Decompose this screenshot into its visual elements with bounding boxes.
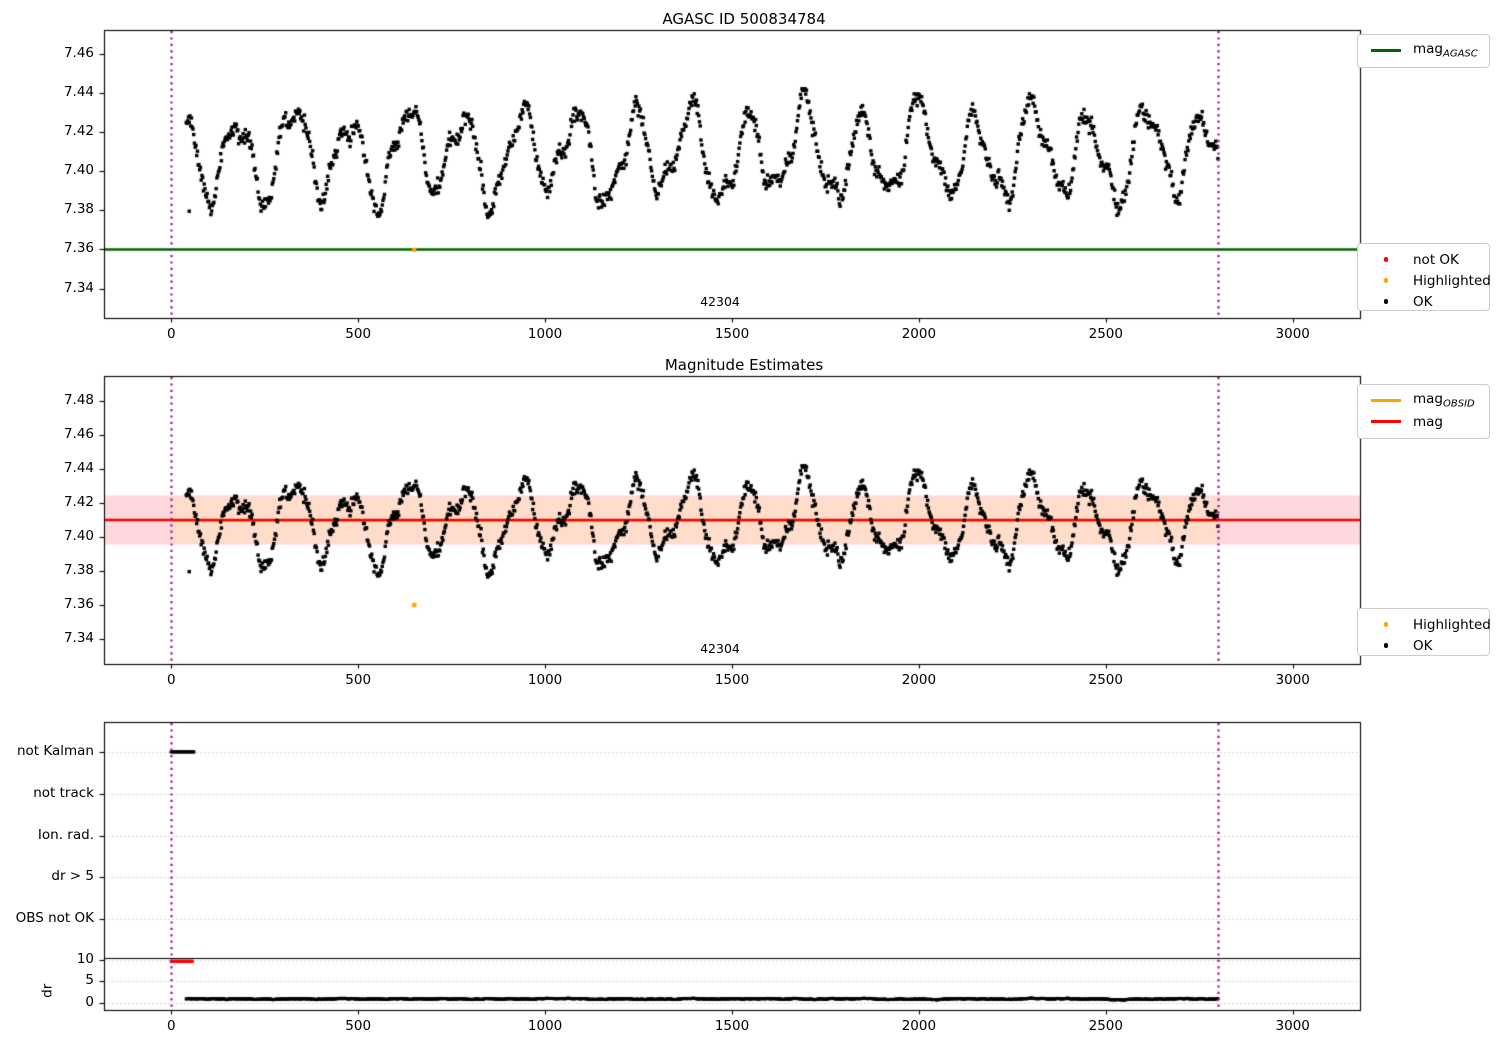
figure-root: AGASC ID 500834784 Magnitude Estimates 4… — [0, 0, 1500, 1050]
magnitude-statistics-plot-canvas — [0, 0, 1500, 1050]
